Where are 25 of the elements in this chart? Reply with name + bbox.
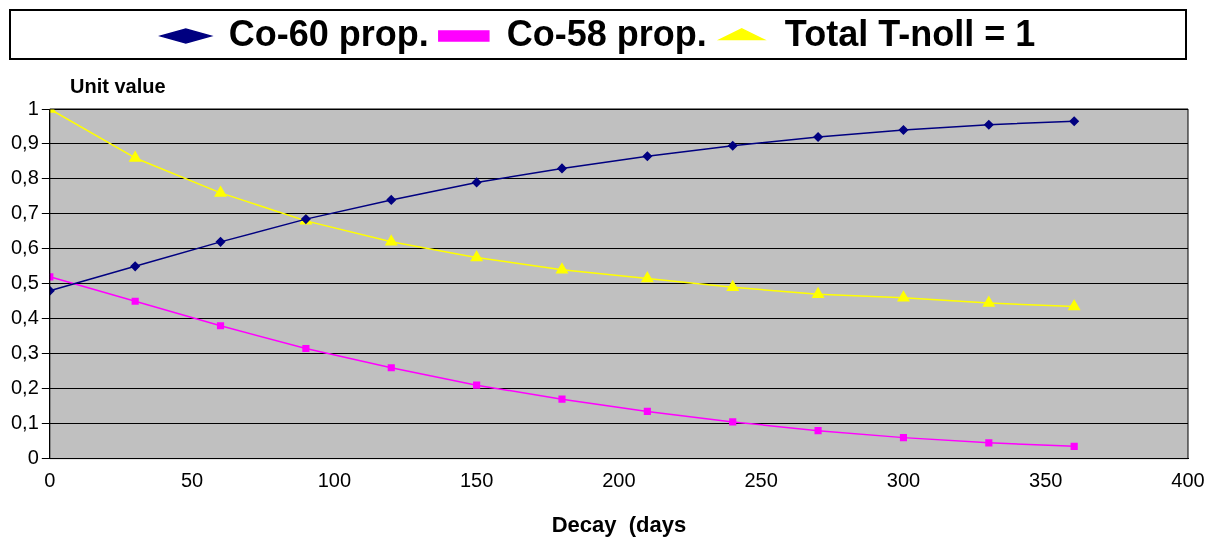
y-tick-label: 0,6 [10, 236, 39, 259]
y-axis-title: Unit value [70, 74, 166, 97]
y-tick-label: 0,4 [10, 306, 39, 329]
x-tick-label: 200 [602, 469, 636, 492]
x-tick-label: 100 [317, 469, 352, 492]
y-tick-label: 0,8 [10, 166, 39, 189]
y-tick-label: 1 [27, 96, 39, 119]
y-tick-label: 0,7 [10, 201, 39, 224]
y-tick-label: 0,3 [10, 341, 39, 364]
y-tick-label: 0,1 [10, 411, 39, 434]
x-tick-label: 0 [44, 469, 56, 492]
x-axis-title: Decay (days [551, 511, 687, 537]
x-tick-label: 50 [180, 469, 204, 492]
x-tick-label: 350 [1029, 469, 1063, 492]
x-tick-label: 150 [459, 469, 494, 492]
x-tick-label: 300 [886, 469, 921, 492]
y-tick-label: 0,5 [10, 271, 39, 294]
legend-label: Co-58 prop. [506, 12, 707, 54]
y-tick-label: 0,2 [10, 376, 39, 399]
x-tick-label: 400 [1171, 469, 1205, 492]
legend-label: Total T-noll = 1 [784, 12, 1036, 54]
x-tick-label: 250 [744, 469, 778, 492]
y-tick-label: 0,9 [10, 131, 39, 154]
y-tick-label: 0 [27, 446, 39, 469]
legend-label: Co-60 prop. [228, 12, 429, 54]
